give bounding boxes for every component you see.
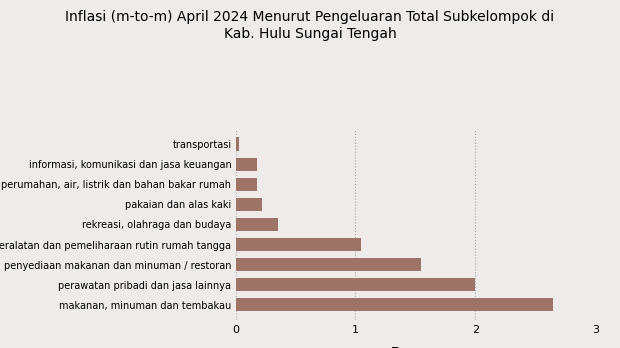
Bar <box>236 258 422 271</box>
Bar <box>236 178 257 191</box>
Bar <box>236 278 476 291</box>
Bar <box>236 137 239 151</box>
Bar <box>236 158 257 171</box>
Bar <box>236 218 278 231</box>
Bar <box>236 298 553 311</box>
Bar <box>236 198 262 211</box>
Text: Inflasi (m-to-m) April 2024 Menurut Pengeluaran Total Subkelompok di
Kab. Hulu S: Inflasi (m-to-m) April 2024 Menurut Peng… <box>66 10 554 41</box>
Bar <box>236 238 361 251</box>
X-axis label: Persen: Persen <box>391 346 440 348</box>
